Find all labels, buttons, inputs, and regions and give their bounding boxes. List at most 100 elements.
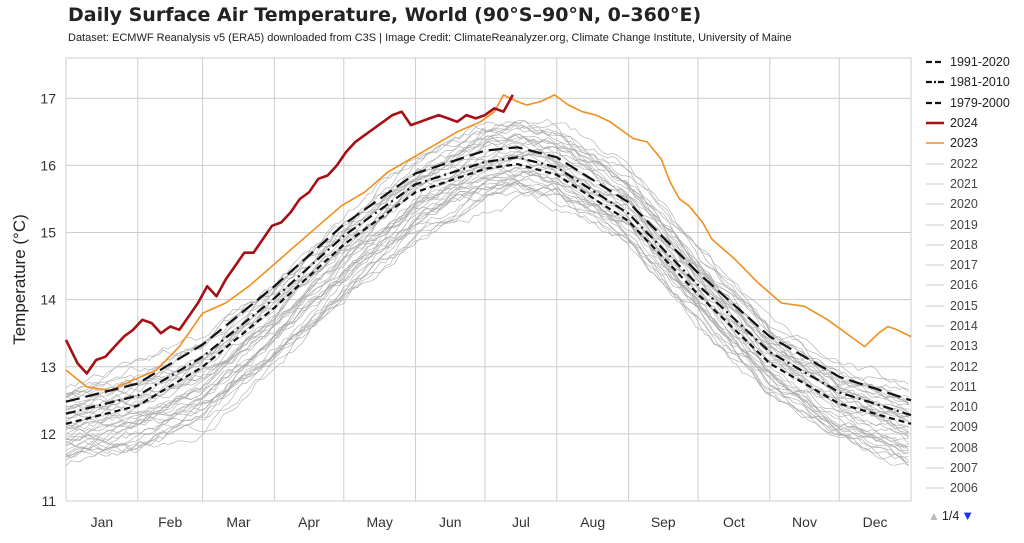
history-year-line xyxy=(65,133,909,416)
legend-item-2013[interactable]: 2013 xyxy=(924,336,1024,356)
legend-label: 2013 xyxy=(950,339,978,354)
legend-item-1991-2020[interactable]: 1991-2020 xyxy=(924,52,1024,72)
legend-label: 1979-2000 xyxy=(950,95,1010,110)
history-year-line xyxy=(65,192,909,467)
series-line-1981-2010 xyxy=(65,156,912,417)
legend-swatch xyxy=(926,426,944,428)
x-tick-label: Nov xyxy=(792,514,817,530)
history-year-line xyxy=(65,181,909,463)
legend-label: 2016 xyxy=(950,278,978,293)
legend-swatch xyxy=(926,264,944,266)
legend: 1991-2020 1981-2010 1979-2000 2024 2023 2022 2… xyxy=(924,52,1024,499)
history-year-line xyxy=(65,167,909,455)
legend-label: 2022 xyxy=(950,156,978,171)
legend-item-2018[interactable]: 2018 xyxy=(924,235,1024,255)
legend-item-2010[interactable]: 2010 xyxy=(924,397,1024,417)
chart-title: Daily Surface Air Temperature, World (90… xyxy=(68,4,702,26)
legend-item-2017[interactable]: 2017 xyxy=(924,255,1024,275)
history-year-line xyxy=(65,133,909,407)
legend-item-2020[interactable]: 2020 xyxy=(924,194,1024,214)
legend-swatch xyxy=(926,61,944,64)
x-tick-label: Mar xyxy=(226,514,250,530)
history-year-line xyxy=(65,121,909,398)
legend-label: 2019 xyxy=(950,217,978,232)
x-tick-label: Feb xyxy=(158,514,182,530)
plot-frame xyxy=(65,57,912,502)
legend-item-2016[interactable]: 2016 xyxy=(924,275,1024,295)
legend-item-2008[interactable]: 2008 xyxy=(924,438,1024,458)
legend-swatch xyxy=(926,203,944,205)
legend-swatch xyxy=(926,284,944,286)
legend-label: 1981-2010 xyxy=(950,75,1010,90)
x-tick-label: Jan xyxy=(91,514,114,530)
history-year-line xyxy=(65,177,909,458)
legend-swatch xyxy=(926,366,944,368)
legend-label: 2014 xyxy=(950,319,978,333)
legend-swatch xyxy=(926,163,944,165)
legend-item-2023[interactable]: 2023 xyxy=(924,133,1024,153)
chart-subtitle: Dataset: ECMWF Reanalysis v5 (ERA5) down… xyxy=(68,32,792,44)
legend-item-2011[interactable]: 2011 xyxy=(924,377,1024,397)
history-year-line xyxy=(65,181,909,461)
history-year-line xyxy=(65,182,909,467)
axes: 11 12 13 14 15 16 17 Jan Feb Mar Apr May Jun Jul Aug Se… xyxy=(10,90,888,530)
legend-item-2014[interactable]: 2014 xyxy=(924,316,1024,336)
legend-item-2009[interactable]: 2009 xyxy=(924,417,1024,437)
legend-label: 2011 xyxy=(950,379,977,394)
history-year-line xyxy=(65,156,909,427)
history-year-line xyxy=(66,133,909,402)
history-year-line xyxy=(65,121,909,399)
y-tick-label: 16 xyxy=(40,157,56,173)
triangle-down-icon[interactable]: ▼ xyxy=(961,508,975,523)
legend-item-2024[interactable]: 2024 xyxy=(924,113,1024,133)
legend-page-indicator: 1/4 xyxy=(941,508,960,523)
legend-item-2012[interactable]: 2012 xyxy=(924,356,1024,376)
series-line-2024 xyxy=(64,94,514,375)
legend-item-2022[interactable]: 2022 xyxy=(924,153,1024,173)
legend-label: 2017 xyxy=(950,258,978,273)
history-year-line xyxy=(65,177,909,448)
legend-label: 2009 xyxy=(950,420,978,435)
legend-item-2015[interactable]: 2015 xyxy=(924,296,1024,316)
legend-label: 1991-2020 xyxy=(950,55,1010,70)
legend-label: 2008 xyxy=(950,440,978,455)
history-year-line xyxy=(65,118,909,390)
y-tick-label: 15 xyxy=(40,225,56,241)
legend-swatch xyxy=(926,467,944,469)
x-tick-label: Oct xyxy=(723,514,745,530)
legend-swatch xyxy=(926,325,944,327)
legend-label: 2015 xyxy=(950,298,978,313)
y-tick-label: 13 xyxy=(40,359,56,375)
y-tick-label: 14 xyxy=(40,292,56,308)
history-year-line xyxy=(65,181,909,459)
legend-label: 2023 xyxy=(950,136,978,151)
legend-item-2019[interactable]: 2019 xyxy=(924,214,1024,234)
legend-item-1981-2010[interactable]: 1981-2010 xyxy=(924,72,1024,92)
series-lines xyxy=(64,94,912,425)
legend-label: 2010 xyxy=(950,400,978,415)
legend-item-2007[interactable]: 2007 xyxy=(924,458,1024,478)
legend-item-1979-2000[interactable]: 1979-2000 xyxy=(924,93,1024,113)
x-tick-label: Dec xyxy=(863,514,888,530)
legend-item-2006[interactable]: 2006 xyxy=(924,478,1024,498)
legend-item-2021[interactable]: 2021 xyxy=(924,174,1024,194)
y-tick-label: 12 xyxy=(40,426,56,442)
history-year-line xyxy=(65,185,909,461)
legend-pager: ▲ 1/4 ▼ xyxy=(928,508,974,523)
legend-label: 2006 xyxy=(950,481,978,496)
legend-swatch xyxy=(926,81,944,84)
y-tick-label: 17 xyxy=(40,90,56,106)
historical-year-lines xyxy=(65,118,909,467)
legend-swatch xyxy=(926,406,944,408)
triangle-up-icon: ▲ xyxy=(928,508,940,523)
legend-swatch xyxy=(926,447,944,449)
history-year-line xyxy=(65,186,909,451)
legend-label: 2007 xyxy=(950,461,978,476)
legend-swatch xyxy=(926,244,944,246)
y-axis-label: Temperature (°C) xyxy=(10,214,29,345)
y-tick-label: 11 xyxy=(41,493,56,509)
legend-label: 2018 xyxy=(950,237,978,252)
x-tick-label: Apr xyxy=(298,514,320,530)
x-tick-label: Sep xyxy=(651,514,676,530)
